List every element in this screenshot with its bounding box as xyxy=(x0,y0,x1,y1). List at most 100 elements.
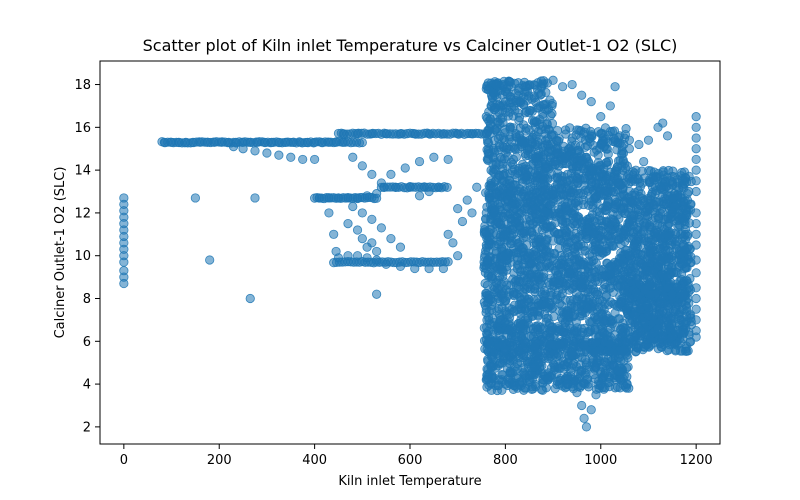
data-point xyxy=(608,214,618,225)
data-point xyxy=(603,195,613,205)
data-point xyxy=(518,189,528,199)
data-point xyxy=(519,298,529,308)
data-point xyxy=(691,122,701,132)
data-point xyxy=(543,209,553,219)
data-point xyxy=(481,304,491,314)
data-point xyxy=(538,100,548,110)
data-point xyxy=(605,101,615,111)
data-point xyxy=(606,261,616,271)
data-point xyxy=(605,323,615,334)
x-axis-ticks: 0 200 400 600 800 1000 1200 xyxy=(120,444,713,468)
data-point xyxy=(508,205,519,215)
data-point xyxy=(481,375,491,385)
data-point xyxy=(448,238,458,248)
data-point xyxy=(691,165,701,175)
data-point xyxy=(462,195,472,205)
data-point xyxy=(481,112,491,122)
data-point xyxy=(643,311,654,321)
data-point xyxy=(453,251,463,261)
data-point xyxy=(245,293,255,304)
data-point xyxy=(557,289,567,299)
data-point xyxy=(238,144,248,154)
y-tick-label: 18 xyxy=(74,78,91,93)
data-point xyxy=(453,129,463,139)
data-point xyxy=(556,250,566,261)
data-point xyxy=(274,150,284,160)
data-point xyxy=(545,339,555,349)
data-point xyxy=(662,283,673,293)
data-point xyxy=(645,254,655,264)
data-point xyxy=(205,255,215,265)
data-point xyxy=(584,256,594,266)
data-point xyxy=(581,375,592,385)
data-point xyxy=(679,197,689,207)
data-point xyxy=(481,84,491,94)
data-point xyxy=(654,211,664,221)
data-point xyxy=(496,197,506,207)
data-point xyxy=(486,101,496,111)
data-point xyxy=(410,129,420,139)
data-point xyxy=(658,118,668,128)
data-point xyxy=(329,229,339,239)
data-point xyxy=(613,314,624,324)
data-point xyxy=(528,220,538,230)
y-axis-ticks: 2 4 6 8 10 12 14 16 18 xyxy=(74,78,100,435)
data-point xyxy=(587,178,597,189)
data-point xyxy=(631,346,641,356)
data-point xyxy=(550,157,560,167)
data-point xyxy=(567,79,577,90)
data-point xyxy=(352,251,363,261)
data-point xyxy=(414,156,425,167)
data-point xyxy=(543,189,553,199)
data-point xyxy=(593,162,603,172)
data-point xyxy=(486,362,496,372)
data-point xyxy=(493,325,503,336)
data-point xyxy=(520,254,530,265)
data-point xyxy=(565,237,575,247)
data-point xyxy=(547,108,557,119)
data-point xyxy=(615,349,625,359)
data-point xyxy=(531,321,541,331)
data-point xyxy=(558,82,568,92)
data-point xyxy=(605,225,615,235)
data-point xyxy=(587,268,597,278)
data-point xyxy=(631,274,642,284)
data-point xyxy=(633,232,643,242)
data-point xyxy=(505,366,515,376)
data-point xyxy=(516,309,526,319)
data-point xyxy=(367,129,377,139)
data-point xyxy=(600,358,611,368)
data-point xyxy=(660,246,671,256)
data-point xyxy=(591,390,601,400)
data-point xyxy=(372,289,382,299)
data-point xyxy=(653,323,663,334)
data-point xyxy=(591,246,601,257)
data-point xyxy=(442,182,452,192)
data-point xyxy=(529,238,539,248)
data-point xyxy=(348,201,358,212)
data-point xyxy=(367,214,377,224)
data-point xyxy=(496,315,506,325)
data-point xyxy=(533,347,543,358)
data-point xyxy=(593,311,603,322)
data-point xyxy=(482,280,493,290)
data-point xyxy=(586,131,596,141)
data-point xyxy=(531,262,541,272)
data-point xyxy=(572,173,582,183)
data-point xyxy=(424,263,434,274)
data-point xyxy=(499,277,509,287)
data-point xyxy=(631,248,641,258)
data-point xyxy=(534,88,544,98)
data-point xyxy=(630,320,640,330)
data-point xyxy=(647,187,658,197)
y-tick-label: 2 xyxy=(83,420,91,435)
data-point xyxy=(262,148,272,158)
data-point xyxy=(558,315,568,325)
data-point xyxy=(424,129,434,139)
y-tick-label: 12 xyxy=(74,206,91,221)
data-point xyxy=(362,191,372,201)
data-point xyxy=(552,376,563,387)
data-point xyxy=(502,309,512,320)
data-point xyxy=(682,302,692,312)
data-point xyxy=(513,216,523,226)
